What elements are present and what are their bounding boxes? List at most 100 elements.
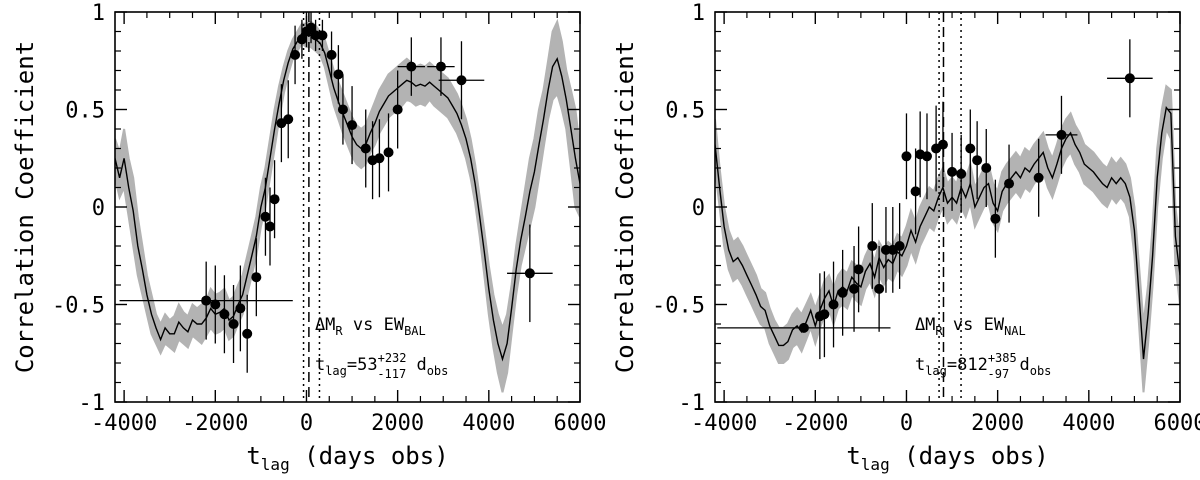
x-axis-label-main: t xyxy=(246,442,260,470)
data-point xyxy=(880,244,891,255)
annotation-comparison-sub2: NAL xyxy=(1004,324,1026,338)
data-point xyxy=(235,303,246,314)
annotation-lag: tlag=53+232 -117 dobs xyxy=(315,351,448,381)
data-point xyxy=(228,319,239,329)
data-point xyxy=(837,287,848,298)
annotation-lag-value: =53 xyxy=(347,355,378,375)
data-point xyxy=(317,30,328,41)
annotation-lag-unit-sub: obs xyxy=(1030,364,1052,378)
annotation-lag-unit-sub: obs xyxy=(427,364,449,378)
data-point xyxy=(1056,129,1067,140)
x-tick-label: 4000 xyxy=(462,411,515,436)
data-point xyxy=(242,328,253,339)
annotation-lag: tlag=812+385 -97 dobs xyxy=(915,351,1051,381)
data-point xyxy=(392,104,403,115)
x-axis-label-rest: (days obs) xyxy=(890,442,1049,470)
annotation-comparison-mid: vs EW xyxy=(343,315,405,335)
data-point xyxy=(251,272,262,283)
correlation-line xyxy=(715,105,1180,360)
data-point xyxy=(819,309,830,320)
annotation-comparison: ΔMR vs EWNAL xyxy=(915,315,1026,338)
x-tick-label: -2000 xyxy=(182,411,248,436)
x-axis-label-sub: lag xyxy=(861,455,890,474)
data-point xyxy=(524,268,535,279)
y-axis-label: Correlation Coefficient xyxy=(11,41,39,373)
x-tick-label: -2000 xyxy=(782,411,848,436)
annotation-lag-sup: +385 xyxy=(988,351,1017,365)
y-tick-label: 0.5 xyxy=(665,99,705,124)
annotation-lag-sub: lag xyxy=(925,364,947,378)
data-point xyxy=(406,61,417,72)
data-point xyxy=(260,211,271,222)
plot-area xyxy=(115,12,580,402)
annotation-lag-main: t xyxy=(915,355,925,375)
data-point xyxy=(374,153,385,164)
data-point xyxy=(269,194,280,205)
x-tick-label: -4000 xyxy=(91,411,157,436)
data-point xyxy=(1004,178,1015,189)
data-point xyxy=(290,49,301,60)
data-point xyxy=(435,61,446,72)
data-point xyxy=(947,166,958,177)
y-tick-label: -0.5 xyxy=(52,294,105,319)
x-tick-label: 6000 xyxy=(1154,411,1200,436)
data-point xyxy=(306,22,317,33)
data-point xyxy=(265,221,275,232)
data-point xyxy=(456,75,467,86)
data-point xyxy=(326,49,337,60)
data-point xyxy=(921,151,932,162)
data-point xyxy=(383,147,394,158)
x-axis-label: tlag (days obs) xyxy=(246,442,448,474)
data-point xyxy=(337,104,348,115)
x-tick-label: 0 xyxy=(300,411,313,436)
x-tick-label: -4000 xyxy=(691,411,757,436)
confidence-envelope xyxy=(715,84,1180,393)
confidence-envelope xyxy=(115,18,580,393)
annotation-comparison-main: ΔM xyxy=(915,315,935,335)
data-point xyxy=(874,283,885,294)
data-point xyxy=(210,299,221,310)
data-point xyxy=(937,139,948,150)
annotation-comparison-sub: R xyxy=(335,324,343,338)
annotation-comparison-mid: vs EW xyxy=(943,315,1005,335)
data-point xyxy=(853,264,864,275)
annotation-lag-subscript: -97 xyxy=(988,367,1010,381)
data-point xyxy=(867,241,878,251)
data-point xyxy=(849,283,860,294)
annotation-comparison-sub2: BAL xyxy=(404,324,426,338)
data-point xyxy=(310,30,321,41)
x-tick-label: 4000 xyxy=(1062,411,1115,436)
annotation-lag-rest: d xyxy=(406,355,426,375)
data-point xyxy=(990,213,1001,224)
annotation-lag-value: =812 xyxy=(947,355,988,375)
data-point xyxy=(296,34,307,45)
plot-area xyxy=(715,12,1180,402)
data-point xyxy=(219,309,230,320)
annotation-comparison: ΔMR vs EWBAL xyxy=(315,315,426,338)
annotation-comparison-sub: R xyxy=(935,324,943,338)
data-point xyxy=(972,155,983,166)
data-point xyxy=(910,186,921,197)
data-point xyxy=(901,151,912,162)
data-point xyxy=(283,114,294,125)
y-tick-label: 0 xyxy=(692,196,705,221)
data-point xyxy=(333,69,344,80)
data-point xyxy=(1033,172,1044,183)
x-axis-label-main: t xyxy=(846,442,860,470)
x-tick-label: 6000 xyxy=(554,411,607,436)
annotation-comparison-main: ΔM xyxy=(315,315,335,335)
data-point xyxy=(956,168,967,179)
y-tick-label: -1 xyxy=(679,391,706,416)
x-axis-label-sub: lag xyxy=(261,455,290,474)
data-point xyxy=(981,163,992,173)
x-tick-label: 2000 xyxy=(971,411,1024,436)
data-point xyxy=(201,295,212,306)
y-tick-label: 1 xyxy=(692,1,705,26)
annotation-lag-subscript: -117 xyxy=(377,367,406,381)
y-axis-label: Correlation Coefficient xyxy=(611,41,639,373)
x-tick-label: 2000 xyxy=(371,411,424,436)
x-tick-label: 0 xyxy=(900,411,913,436)
y-tick-label: 0 xyxy=(92,196,105,221)
